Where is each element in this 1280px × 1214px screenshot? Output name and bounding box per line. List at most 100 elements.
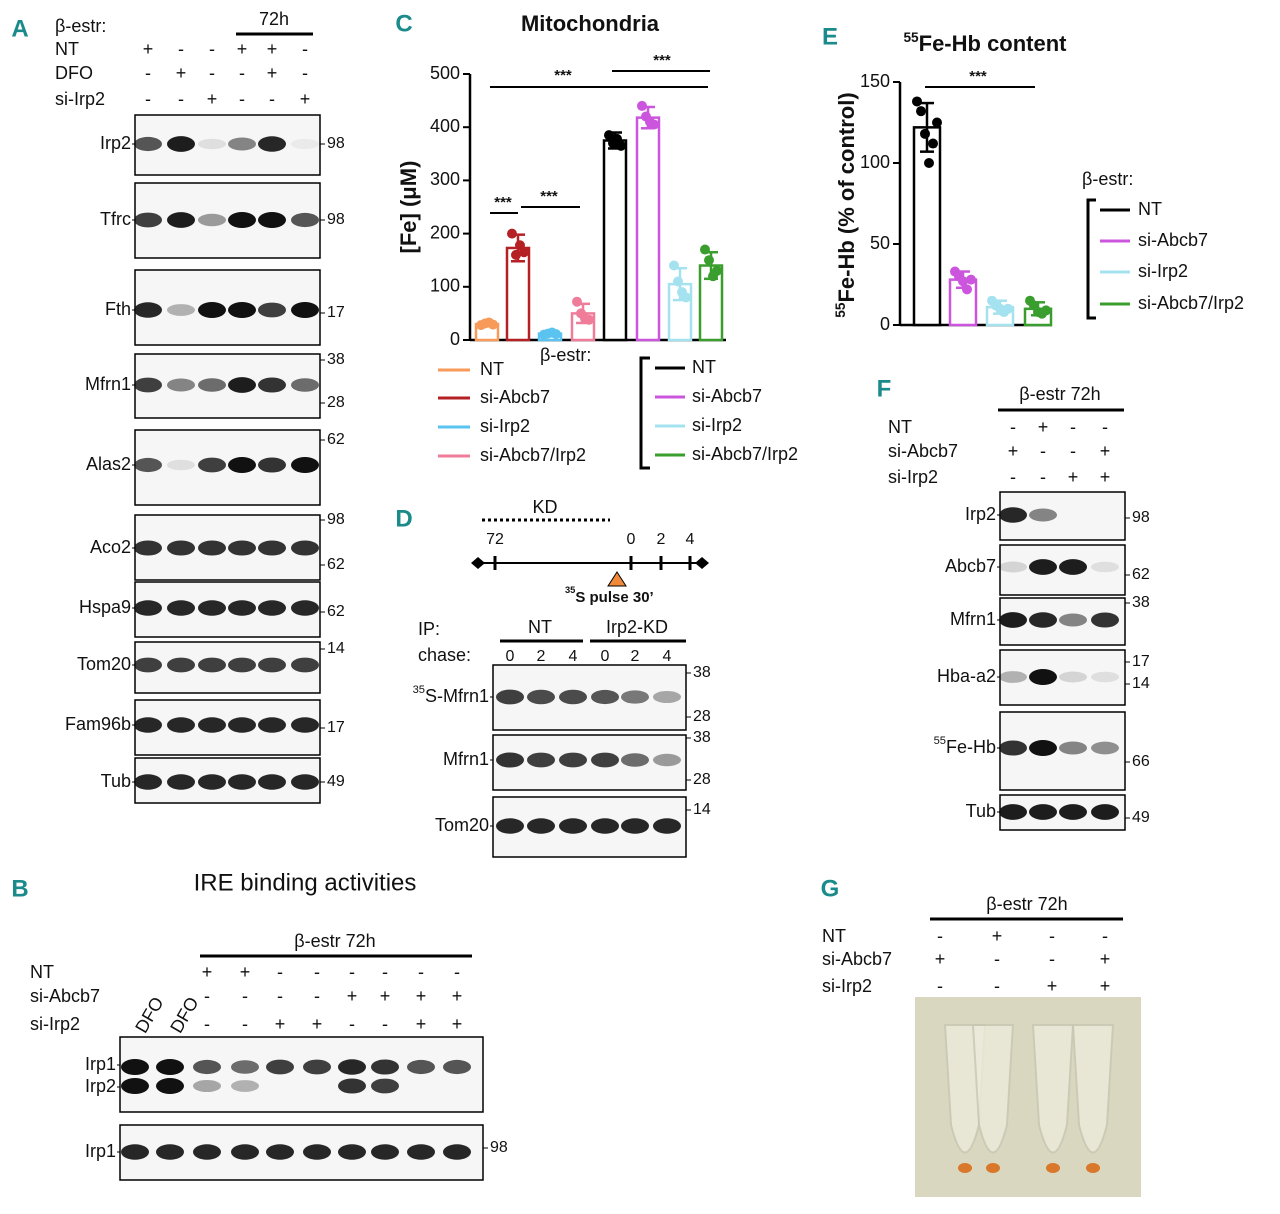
- pulse-label: 35S pulse 30’: [565, 585, 654, 606]
- data-point: [637, 100, 647, 111]
- label-text: S-Mfrn1: [425, 686, 489, 706]
- blot-label: Tfrc: [100, 209, 131, 229]
- chase-time: 2: [631, 648, 640, 665]
- blot-label: Tub: [101, 771, 131, 791]
- sign: -: [209, 63, 215, 83]
- band: [1091, 741, 1119, 755]
- band: [167, 378, 195, 392]
- band: [228, 717, 256, 733]
- mw-label: 17: [327, 719, 345, 736]
- band: [1059, 804, 1087, 820]
- band: [198, 657, 226, 673]
- sign: -: [145, 63, 151, 83]
- y-tick-label: 0: [450, 329, 460, 349]
- sign: +: [1100, 949, 1111, 969]
- band: [193, 1079, 221, 1093]
- data-point: [932, 117, 942, 128]
- blot-frame: [134, 514, 321, 581]
- band: [1029, 559, 1057, 575]
- kd-label: KD: [532, 497, 557, 517]
- band: [228, 302, 256, 318]
- data-point: [669, 260, 679, 271]
- legend-label: si-Irp2: [692, 415, 742, 435]
- blot-frame: [492, 664, 687, 731]
- band: [591, 818, 619, 834]
- mw-label: 28: [327, 394, 345, 411]
- legend-label: NT: [692, 357, 716, 377]
- y-tick-label: 100: [860, 152, 890, 172]
- band: [121, 1078, 149, 1094]
- sign: +: [452, 1014, 463, 1034]
- legend-label: si-Abcb7: [1138, 230, 1208, 250]
- band: [258, 657, 286, 673]
- mw-label: 62: [327, 431, 345, 448]
- band: [167, 136, 195, 152]
- band: [134, 136, 162, 152]
- data-point: [966, 274, 976, 285]
- label-text: Fe-Hb: [946, 737, 996, 757]
- band: [198, 457, 226, 473]
- band: [198, 213, 226, 227]
- data-point: [700, 244, 710, 255]
- timeline-label: 4: [686, 531, 695, 548]
- legend-bracket: [639, 356, 650, 470]
- sign: +: [380, 986, 391, 1006]
- band: [134, 302, 162, 318]
- data-point: [673, 276, 683, 287]
- blot-label: Fth: [105, 299, 131, 319]
- data-point: [712, 265, 722, 276]
- row-label: si-Abcb7: [822, 949, 892, 969]
- sign: +: [1047, 976, 1058, 996]
- sign: +: [143, 39, 154, 59]
- band: [1091, 561, 1119, 573]
- chase-time: 0: [506, 648, 515, 665]
- data-point: [912, 96, 922, 107]
- band: [266, 1059, 294, 1075]
- blot-label: Tom20: [77, 654, 131, 674]
- sign: -: [1070, 441, 1076, 461]
- band: [999, 740, 1027, 756]
- blot-label: Irp1: [85, 1054, 116, 1074]
- band: [559, 752, 587, 768]
- band: [338, 1078, 366, 1094]
- group-header: β-estr 72h: [294, 931, 375, 951]
- mw-label: 14: [693, 801, 711, 818]
- band: [134, 657, 162, 673]
- band: [167, 717, 195, 733]
- chart-title: Mitochondria: [521, 11, 660, 36]
- blot-frame: [134, 581, 321, 638]
- band: [1029, 669, 1057, 685]
- band: [258, 600, 286, 616]
- mw-label: 98: [327, 135, 345, 152]
- legend-group-label: β-estr:: [540, 345, 591, 365]
- sign: +: [202, 962, 213, 982]
- sign: +: [1100, 976, 1111, 996]
- blot-label: Tub: [966, 801, 996, 821]
- mw-label: 62: [327, 556, 345, 573]
- panel-letter: G: [821, 875, 840, 902]
- sign: -: [277, 986, 283, 1006]
- superscript: 35: [413, 684, 425, 696]
- band: [134, 377, 162, 393]
- sign: +: [207, 89, 218, 109]
- bar: [602, 139, 628, 342]
- label-text: Fe-Hb content: [919, 31, 1068, 56]
- band: [156, 1059, 184, 1075]
- band: [167, 600, 195, 616]
- band: [338, 1144, 366, 1160]
- sign: +: [275, 1014, 286, 1034]
- data-point: [704, 255, 714, 266]
- pellet: [958, 1163, 972, 1173]
- band: [338, 1059, 366, 1075]
- superscript: 55: [833, 302, 848, 318]
- band: [1059, 613, 1087, 627]
- band: [134, 717, 162, 733]
- sign: -: [302, 63, 308, 83]
- sign: -: [1102, 926, 1108, 946]
- sign: +: [240, 962, 251, 982]
- mw-label: 98: [327, 511, 345, 528]
- band: [167, 212, 195, 228]
- blot-frame: [134, 114, 321, 176]
- band: [291, 657, 319, 673]
